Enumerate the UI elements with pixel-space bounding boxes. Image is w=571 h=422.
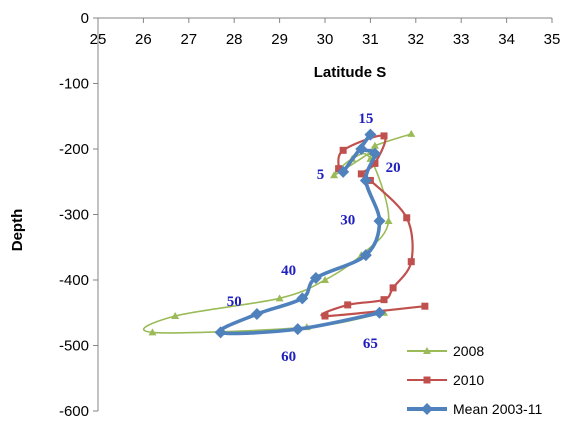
y-tick-label: -100 xyxy=(59,76,89,93)
x-tick-label: 34 xyxy=(498,31,515,48)
depth-annotation: 40 xyxy=(281,263,296,279)
data-point-square xyxy=(321,312,329,320)
depth-annotation: 65 xyxy=(363,336,378,352)
legend-marker-2008 xyxy=(423,347,431,354)
depth-annotation: 20 xyxy=(386,160,401,176)
data-point-triangle xyxy=(330,171,339,179)
legend-item-mean: Mean 2003-11 xyxy=(407,401,542,417)
data-point-diamond xyxy=(373,306,386,319)
legend-marker-mean xyxy=(421,403,433,415)
legend-item-2008: 2008 xyxy=(407,343,484,359)
legend-label-2008: 2008 xyxy=(453,343,484,359)
data-point-diamond xyxy=(359,174,372,187)
data-point-diamond xyxy=(355,143,368,155)
x-tick-label: 25 xyxy=(90,31,107,48)
data-point-square xyxy=(380,296,388,304)
depth-annotation: 30 xyxy=(340,212,355,228)
data-point-square xyxy=(403,214,411,222)
data-point-diamond xyxy=(368,147,381,160)
legend-label-mean: Mean 2003-11 xyxy=(453,401,542,417)
data-point-diamond xyxy=(364,128,377,141)
series-2010 xyxy=(320,132,429,320)
legend-marker-2010 xyxy=(423,376,431,384)
data-point-diamond xyxy=(214,326,227,339)
data-point-diamond xyxy=(337,165,350,178)
depth-annotation: 15 xyxy=(358,111,373,127)
data-point-square xyxy=(371,159,379,167)
y-tick-label: -300 xyxy=(59,207,89,224)
data-point-square xyxy=(407,258,415,266)
y-axis-ticks: 0 -100 -200 -300 -400 -500 -600 xyxy=(59,10,98,420)
data-point-triangle xyxy=(171,312,180,320)
data-point-diamond xyxy=(309,272,322,285)
data-point-diamond xyxy=(359,249,372,262)
data-point-square xyxy=(421,302,429,310)
x-tick-label: 28 xyxy=(226,31,243,48)
series-mean-2003-11 xyxy=(214,128,386,339)
y-tick-label: -600 xyxy=(59,403,89,420)
data-point-square xyxy=(335,165,343,173)
data-point-square xyxy=(389,284,397,292)
data-point-square xyxy=(357,170,365,178)
y-tick-label: -400 xyxy=(59,272,89,289)
y-tick-label: -200 xyxy=(59,141,89,158)
depth-annotation: 60 xyxy=(281,349,296,365)
y-tick-label: -500 xyxy=(59,338,89,355)
data-point-square xyxy=(339,146,347,154)
legend-label-2010: 2010 xyxy=(453,372,484,388)
data-point-diamond xyxy=(291,323,304,336)
x-axis-title: Latitude S xyxy=(314,64,387,81)
depth-annotation: 50 xyxy=(227,294,242,310)
x-tick-label: 30 xyxy=(317,31,334,48)
y-tick-label: 0 xyxy=(81,10,89,27)
x-tick-label: 26 xyxy=(135,31,152,48)
series-layer xyxy=(143,128,429,339)
data-point-triangle xyxy=(407,129,416,137)
x-axis-ticks: 25 26 27 28 29 30 31 32 33 34 35 xyxy=(90,18,561,48)
data-point-triangle xyxy=(275,294,284,302)
data-point-triangle xyxy=(384,217,393,225)
x-tick-label: 29 xyxy=(271,31,288,48)
x-tick-label: 35 xyxy=(544,31,561,48)
data-point-triangle xyxy=(370,141,379,149)
data-point-square xyxy=(344,301,352,309)
data-point-diamond xyxy=(373,215,386,228)
x-tick-label: 27 xyxy=(180,31,197,48)
y-axis-title: Depth xyxy=(9,209,26,252)
x-tick-label: 33 xyxy=(453,31,470,48)
annotation-layer: 15 5 20 30 40 50 60 65 xyxy=(227,111,401,365)
legend-item-2010: 2010 xyxy=(407,372,484,388)
data-point-square xyxy=(380,132,388,140)
data-point-diamond xyxy=(296,292,309,305)
data-point-triangle xyxy=(321,276,329,283)
x-tick-label: 32 xyxy=(407,31,424,48)
x-tick-label: 31 xyxy=(362,31,379,48)
data-point-triangle xyxy=(148,328,157,336)
legend: 2008 2010 Mean 2003-11 xyxy=(407,343,542,417)
depth-annotation: 5 xyxy=(317,167,325,183)
data-point-diamond xyxy=(250,308,263,321)
